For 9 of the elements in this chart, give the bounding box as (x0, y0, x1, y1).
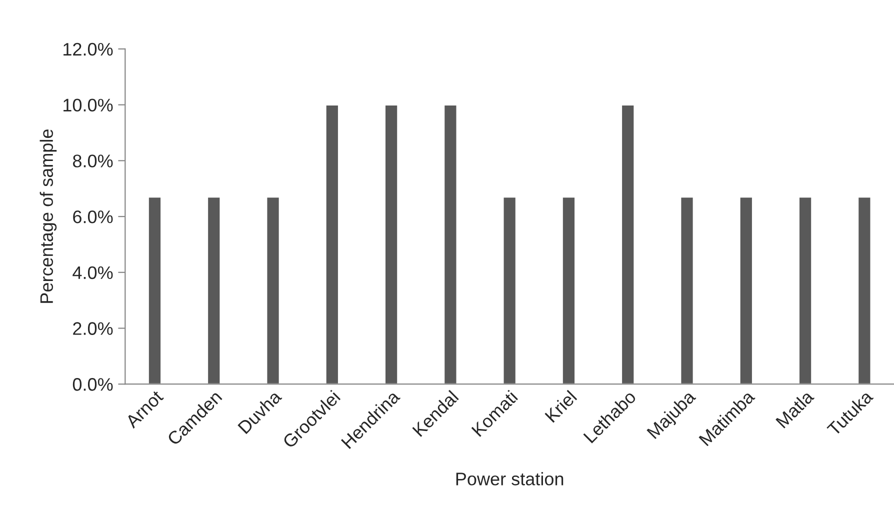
y-tick-label: 12.0% (64, 42, 113, 56)
y-axis-title: Percentage of sample (40, 130, 57, 303)
y-tick-label: 10.0% (64, 98, 113, 112)
y-tick-label: 0.0% (72, 378, 113, 391)
y-tick-label: 6.0% (73, 210, 113, 224)
y-tick-label: 2.0% (73, 322, 113, 335)
y-tick-label: 4.0% (72, 266, 113, 280)
y-tick-label: 8.0% (72, 154, 113, 168)
x-axis-title: Power station (456, 472, 564, 486)
